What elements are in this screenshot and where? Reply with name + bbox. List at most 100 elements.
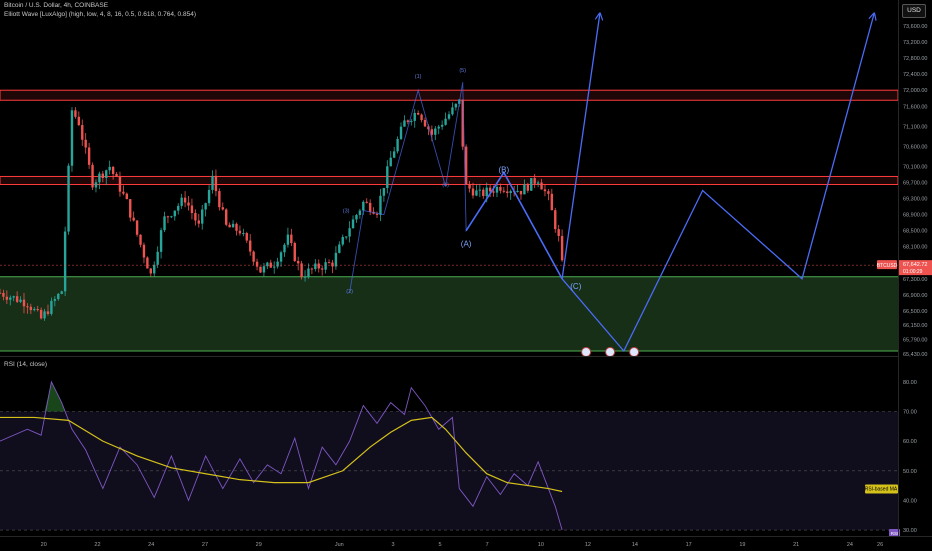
- candle-body: [228, 224, 231, 228]
- price-axis[interactable]: [898, 0, 932, 536]
- candle-body: [50, 300, 53, 314]
- price-tick-label: 72,000.00: [903, 88, 927, 94]
- candle-body: [410, 120, 413, 122]
- indicator-legend[interactable]: Elliott Wave [LuxAlgo] (high, low, 4, 8,…: [4, 11, 196, 18]
- price-tick-label: 71,600.00: [903, 104, 927, 110]
- candle-body: [98, 173, 101, 183]
- candle-body: [221, 207, 224, 210]
- time-tick-label: 26: [877, 542, 883, 548]
- price-tag: [899, 260, 932, 276]
- candle-body: [434, 128, 437, 135]
- wave-label: (B): [499, 165, 510, 174]
- candle-body: [375, 213, 379, 215]
- candle-body: [320, 268, 324, 270]
- candle-body: [355, 214, 358, 220]
- candle-body: [403, 120, 406, 127]
- candle-body: [57, 293, 60, 300]
- time-tick-label: 17: [686, 542, 692, 548]
- candle-body: [389, 157, 392, 167]
- time-tick-label: 7: [486, 542, 489, 548]
- rsi-tick-label: 30.00: [903, 528, 917, 534]
- currency-button[interactable]: USD: [902, 4, 926, 18]
- candle-body: [259, 266, 262, 273]
- candle-body: [358, 210, 362, 215]
- candle-body: [153, 264, 156, 274]
- candle-body: [519, 190, 523, 195]
- candle-body: [266, 262, 269, 267]
- candle-body: [478, 189, 482, 191]
- candle-body: [314, 263, 317, 270]
- markers-layer: [581, 346, 640, 357]
- candle-body: [279, 252, 283, 262]
- candle-body: [290, 234, 293, 244]
- price-tick-label: 67,300.00: [903, 277, 927, 283]
- price-tick-label: 73,600.00: [903, 24, 927, 30]
- candle-body: [334, 252, 338, 267]
- time-tick-label: 5: [439, 542, 442, 548]
- wave-label: (3): [343, 209, 350, 215]
- candle-body: [296, 261, 300, 264]
- candle-body: [406, 120, 410, 122]
- candle-body: [29, 306, 33, 311]
- price-tick-label: 66,150.00: [903, 323, 927, 329]
- candle-body: [19, 299, 22, 302]
- candle-body: [111, 166, 115, 174]
- candle-body: [430, 129, 434, 135]
- rsi-legend[interactable]: RSI (14, close): [4, 361, 47, 368]
- candle-body: [231, 223, 235, 228]
- candle-body: [485, 187, 488, 197]
- candle-body: [444, 118, 447, 125]
- candle-body: [523, 184, 526, 195]
- candle-body: [396, 139, 399, 152]
- candle-body: [118, 176, 122, 192]
- last-price-value: 67,642.72: [903, 262, 927, 268]
- candle-body: [324, 262, 327, 270]
- candle-body: [475, 190, 478, 196]
- candle-body: [201, 209, 204, 224]
- candle-body: [180, 197, 183, 206]
- candle-body: [149, 268, 153, 274]
- candle-body: [12, 296, 15, 298]
- candle-body: [392, 151, 396, 158]
- candle-body: [471, 188, 475, 196]
- candle-body: [108, 166, 111, 171]
- candle-body: [207, 189, 211, 204]
- candle-body: [447, 114, 451, 119]
- candle-body: [2, 292, 5, 297]
- symbol-legend[interactable]: Bitcoin / U.S. Dollar, 4h, COINBASE: [4, 2, 109, 9]
- candle-body: [173, 210, 177, 217]
- candle-body: [547, 191, 550, 194]
- candle-body: [341, 237, 344, 245]
- candle-body: [482, 189, 485, 197]
- candle-body: [159, 230, 163, 252]
- candle-body: [190, 205, 194, 214]
- candle-body: [142, 244, 146, 258]
- candle-body: [5, 296, 9, 300]
- candle-body: [91, 164, 94, 188]
- candle-body: [338, 244, 341, 253]
- candle-body: [506, 191, 509, 194]
- candle-body: [399, 126, 403, 140]
- candle-body: [344, 236, 348, 238]
- candle-body: [235, 223, 238, 231]
- time-tick-label: 14: [632, 542, 638, 548]
- price-tick-label: 71,100.00: [903, 124, 927, 130]
- candle-body: [368, 202, 372, 212]
- candle-body: [540, 182, 543, 190]
- candle-body: [286, 234, 290, 245]
- candle-body: [310, 268, 314, 270]
- candle-body: [526, 184, 530, 191]
- candle-body: [307, 268, 310, 277]
- candle-body: [252, 251, 255, 262]
- candle-body: [420, 114, 423, 121]
- candle-body: [413, 112, 416, 121]
- candle-body: [60, 291, 63, 294]
- price-tick-label: 70,600.00: [903, 144, 927, 150]
- wave-labels-layer: (1) (5) (3) (4) (2) (A) (B) (C): [343, 68, 582, 295]
- candle-body: [348, 228, 351, 237]
- candle-body: [516, 190, 519, 192]
- pane-separator[interactable]: [0, 356, 898, 357]
- time-axis[interactable]: [0, 536, 932, 551]
- countdown-value: 01:00:29: [903, 269, 923, 275]
